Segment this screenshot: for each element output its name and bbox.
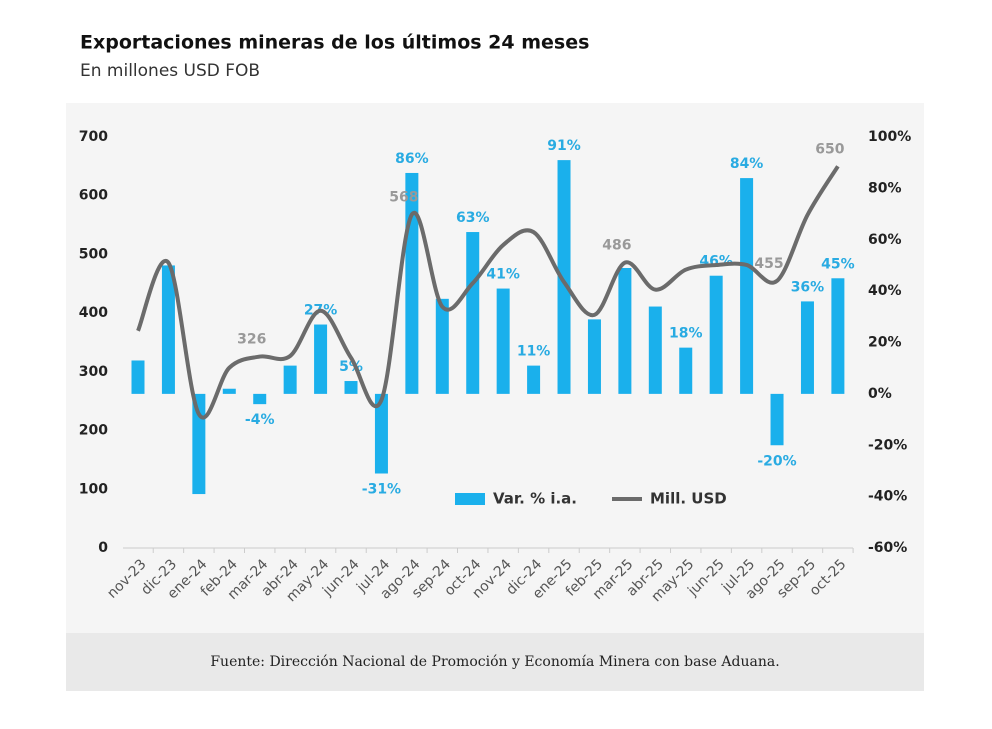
y-tick-label: 0 — [98, 540, 108, 556]
y2-tick-label: 60% — [868, 232, 902, 248]
bar — [466, 232, 480, 394]
bar — [527, 365, 541, 394]
y-tick-label: 100 — [79, 481, 108, 497]
y-tick-label: 700 — [79, 129, 108, 145]
bar-value-label: 36% — [791, 279, 825, 295]
bar-value-label: 84% — [730, 156, 764, 172]
chart-subtitle: En millones USD FOB — [80, 61, 260, 81]
y-tick-label: 400 — [79, 305, 108, 321]
bar — [161, 265, 175, 394]
legend-label: Var. % i.a. — [493, 490, 577, 508]
y2-tick-label: 20% — [868, 335, 902, 351]
bar-value-label: 63% — [456, 210, 490, 226]
source: Fuente: Dirección Nacional de Promoción … — [210, 654, 779, 670]
line — [136, 165, 840, 420]
bar-value-label: 45% — [821, 256, 855, 272]
bar — [222, 388, 236, 394]
y-tick-label: 500 — [79, 246, 108, 262]
legend-label: Mill. USD — [650, 490, 727, 508]
y2-tick-label: -40% — [868, 489, 907, 505]
bar — [770, 393, 784, 446]
y2-tick-label: 80% — [868, 180, 902, 196]
y2-tick-label: 100% — [868, 129, 911, 145]
bar — [496, 288, 510, 394]
bar — [618, 268, 632, 394]
legend-swatch — [455, 493, 485, 505]
bar-value-label: -4% — [245, 412, 275, 428]
bar-value-label: 18% — [669, 326, 703, 342]
bar — [435, 298, 449, 394]
line-value-label: 650 — [815, 141, 844, 157]
bar — [374, 393, 388, 474]
y-tick-label: 200 — [79, 423, 108, 439]
y2-tick-label: 40% — [868, 283, 902, 299]
y2-tick-label: -20% — [868, 437, 907, 453]
y-tick-label: 300 — [79, 364, 108, 380]
bar — [740, 178, 754, 394]
line-value-label: 568 — [389, 190, 418, 206]
bar — [314, 324, 328, 394]
bar — [831, 278, 845, 394]
bar — [557, 160, 571, 394]
bar — [131, 360, 145, 394]
bar — [587, 319, 601, 394]
bar-value-label: 11% — [517, 344, 551, 360]
y2-tick-label: 0% — [868, 386, 892, 402]
bar-value-label: 91% — [547, 138, 581, 154]
bar-value-label: 86% — [395, 151, 429, 167]
line-value-label: 455 — [754, 256, 783, 272]
bar-value-label: 41% — [486, 267, 520, 283]
bar — [405, 172, 419, 394]
chart-title: Exportaciones mineras de los últimos 24 … — [80, 32, 589, 54]
line-value-label: 326 — [237, 332, 266, 348]
bar — [800, 301, 814, 394]
y2-tick-label: -60% — [868, 540, 907, 556]
bar — [283, 365, 297, 394]
bar — [648, 306, 662, 394]
plot-background — [66, 103, 924, 633]
bar — [679, 347, 693, 394]
line-value-label: 486 — [602, 238, 631, 254]
y-tick-label: 600 — [79, 188, 108, 204]
bar — [709, 275, 723, 394]
bar-value-label: -31% — [362, 482, 401, 498]
source-box — [66, 633, 924, 691]
bar — [344, 381, 358, 394]
bar — [253, 393, 267, 405]
bar-value-label: -20% — [757, 453, 796, 469]
